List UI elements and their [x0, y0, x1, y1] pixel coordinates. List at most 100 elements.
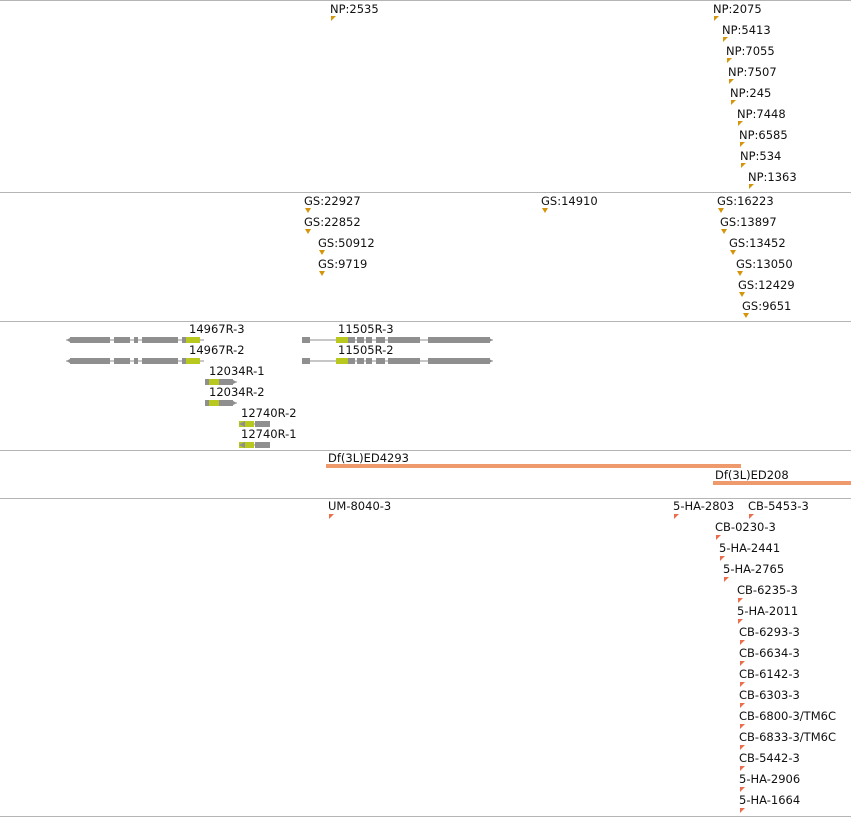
np-insertion-marker[interactable] — [731, 100, 736, 105]
stock-marker[interactable] — [740, 661, 745, 666]
cds-highlight[interactable] — [336, 358, 348, 364]
stock-label[interactable]: CB-6293-3 — [739, 625, 800, 639]
exon-block[interactable] — [428, 337, 490, 343]
exon-block[interactable] — [255, 421, 262, 427]
stock-marker[interactable] — [749, 514, 754, 519]
exon-block[interactable] — [366, 337, 372, 343]
np-insertion-marker[interactable] — [723, 37, 728, 42]
stock-marker[interactable] — [738, 619, 743, 624]
np-insertion-label[interactable]: NP:534 — [740, 149, 781, 163]
stock-label[interactable]: 5-HA-1664 — [739, 793, 800, 807]
np-insertion-label[interactable]: NP:6585 — [739, 128, 788, 142]
transcript-label[interactable]: 12740R-1 — [241, 427, 297, 441]
np-insertion-marker[interactable] — [331, 16, 336, 21]
stock-label[interactable]: CB-5442-3 — [739, 751, 800, 765]
gs-insertion-label[interactable]: GS:13897 — [720, 215, 777, 229]
stock-marker[interactable] — [740, 745, 745, 750]
exon-block[interactable] — [182, 358, 186, 364]
gs-insertion-label[interactable]: GS:22852 — [304, 215, 361, 229]
cds-highlight[interactable] — [239, 421, 254, 427]
exon-block[interactable] — [142, 358, 178, 364]
exon-block[interactable] — [70, 358, 110, 364]
gs-insertion-label[interactable]: GS:16223 — [717, 194, 774, 208]
exon-block[interactable] — [262, 421, 270, 427]
exon-block[interactable] — [255, 442, 262, 448]
exon-block[interactable] — [428, 358, 490, 364]
np-insertion-label[interactable]: NP:7055 — [726, 44, 775, 58]
cds-highlight[interactable] — [209, 379, 219, 385]
stock-marker[interactable] — [724, 577, 729, 582]
gs-insertion-label[interactable]: GS:14910 — [541, 194, 598, 208]
gs-insertion-label[interactable]: GS:9719 — [318, 257, 367, 271]
stock-label[interactable]: 5-HA-2011 — [737, 604, 798, 618]
transcript-label[interactable]: 12740R-2 — [241, 406, 297, 420]
stock-marker[interactable] — [740, 640, 745, 645]
exon-block[interactable] — [70, 337, 110, 343]
stock-label[interactable]: CB-6142-3 — [739, 667, 800, 681]
stock-marker[interactable] — [740, 787, 745, 792]
gs-insertion-label[interactable]: GS:22927 — [304, 194, 361, 208]
exon-block[interactable] — [262, 442, 270, 448]
stock-marker[interactable] — [716, 535, 721, 540]
exon-block[interactable] — [376, 337, 385, 343]
stock-marker[interactable] — [674, 514, 679, 519]
np-insertion-marker[interactable] — [740, 142, 745, 147]
np-insertion-label[interactable]: NP:7448 — [737, 107, 786, 121]
exon-block[interactable] — [357, 337, 364, 343]
stock-label[interactable]: 5-HA-2906 — [739, 772, 800, 786]
stock-label[interactable]: 5-HA-2765 — [723, 562, 784, 576]
stock-marker[interactable] — [740, 703, 745, 708]
exon-block[interactable] — [302, 358, 310, 364]
exon-block[interactable] — [366, 358, 372, 364]
gs-insertion-marker[interactable] — [305, 229, 311, 234]
cds-highlight[interactable] — [336, 337, 348, 343]
gs-insertion-marker[interactable] — [737, 271, 743, 276]
exon-block[interactable] — [182, 337, 186, 343]
np-insertion-marker[interactable] — [738, 121, 743, 126]
stock-label[interactable]: CB-6833-3/TM6C — [739, 730, 836, 744]
stock-label[interactable]: UM-8040-3 — [328, 499, 391, 513]
exon-block[interactable] — [388, 358, 420, 364]
stock-label[interactable]: CB-5453-3 — [748, 499, 809, 513]
gs-insertion-marker[interactable] — [319, 250, 325, 255]
exon-block[interactable] — [205, 400, 209, 406]
transcript-label[interactable]: 12034R-2 — [209, 385, 265, 399]
exon-block[interactable] — [376, 358, 385, 364]
stock-label[interactable]: CB-6235-3 — [737, 583, 798, 597]
cds-highlight[interactable] — [186, 358, 200, 364]
stock-marker[interactable] — [740, 808, 745, 813]
exon-block[interactable] — [205, 379, 209, 385]
gs-insertion-marker[interactable] — [743, 313, 749, 318]
np-insertion-label[interactable]: NP:5413 — [722, 23, 771, 37]
stock-label[interactable]: 5-HA-2803 — [673, 499, 734, 513]
exon-block[interactable] — [357, 358, 364, 364]
cds-highlight[interactable] — [209, 400, 219, 406]
deficiency-label[interactable]: Df(3L)ED4293 — [328, 451, 409, 465]
gs-insertion-label[interactable]: GS:13452 — [729, 236, 786, 250]
np-insertion-marker[interactable] — [741, 163, 746, 168]
stock-label[interactable]: CB-6800-3/TM6C — [739, 709, 836, 723]
transcript-label[interactable]: 14967R-3 — [189, 322, 245, 336]
np-insertion-marker[interactable] — [729, 79, 734, 84]
np-insertion-label[interactable]: NP:2535 — [330, 2, 379, 16]
gs-insertion-marker[interactable] — [721, 229, 727, 234]
exon-block[interactable] — [134, 358, 138, 364]
transcript-label[interactable]: 11505R-3 — [338, 322, 394, 336]
gs-insertion-marker[interactable] — [730, 250, 736, 255]
np-insertion-label[interactable]: NP:7507 — [728, 65, 777, 79]
cds-highlight[interactable] — [186, 337, 200, 343]
exon-block[interactable] — [114, 358, 130, 364]
exon-block[interactable] — [219, 379, 233, 385]
gs-insertion-label[interactable]: GS:13050 — [736, 257, 793, 271]
stock-marker[interactable] — [740, 766, 745, 771]
np-insertion-label[interactable]: NP:1363 — [748, 170, 797, 184]
np-insertion-label[interactable]: NP:2075 — [713, 2, 762, 16]
gs-insertion-marker[interactable] — [739, 292, 745, 297]
np-insertion-marker[interactable] — [714, 16, 719, 21]
deficiency-bar[interactable] — [713, 481, 851, 485]
transcript-label[interactable]: 14967R-2 — [189, 343, 245, 357]
np-insertion-label[interactable]: NP:245 — [730, 86, 771, 100]
stock-marker[interactable] — [738, 598, 743, 603]
transcript-label[interactable]: 12034R-1 — [209, 364, 265, 378]
gs-insertion-marker[interactable] — [319, 271, 325, 276]
